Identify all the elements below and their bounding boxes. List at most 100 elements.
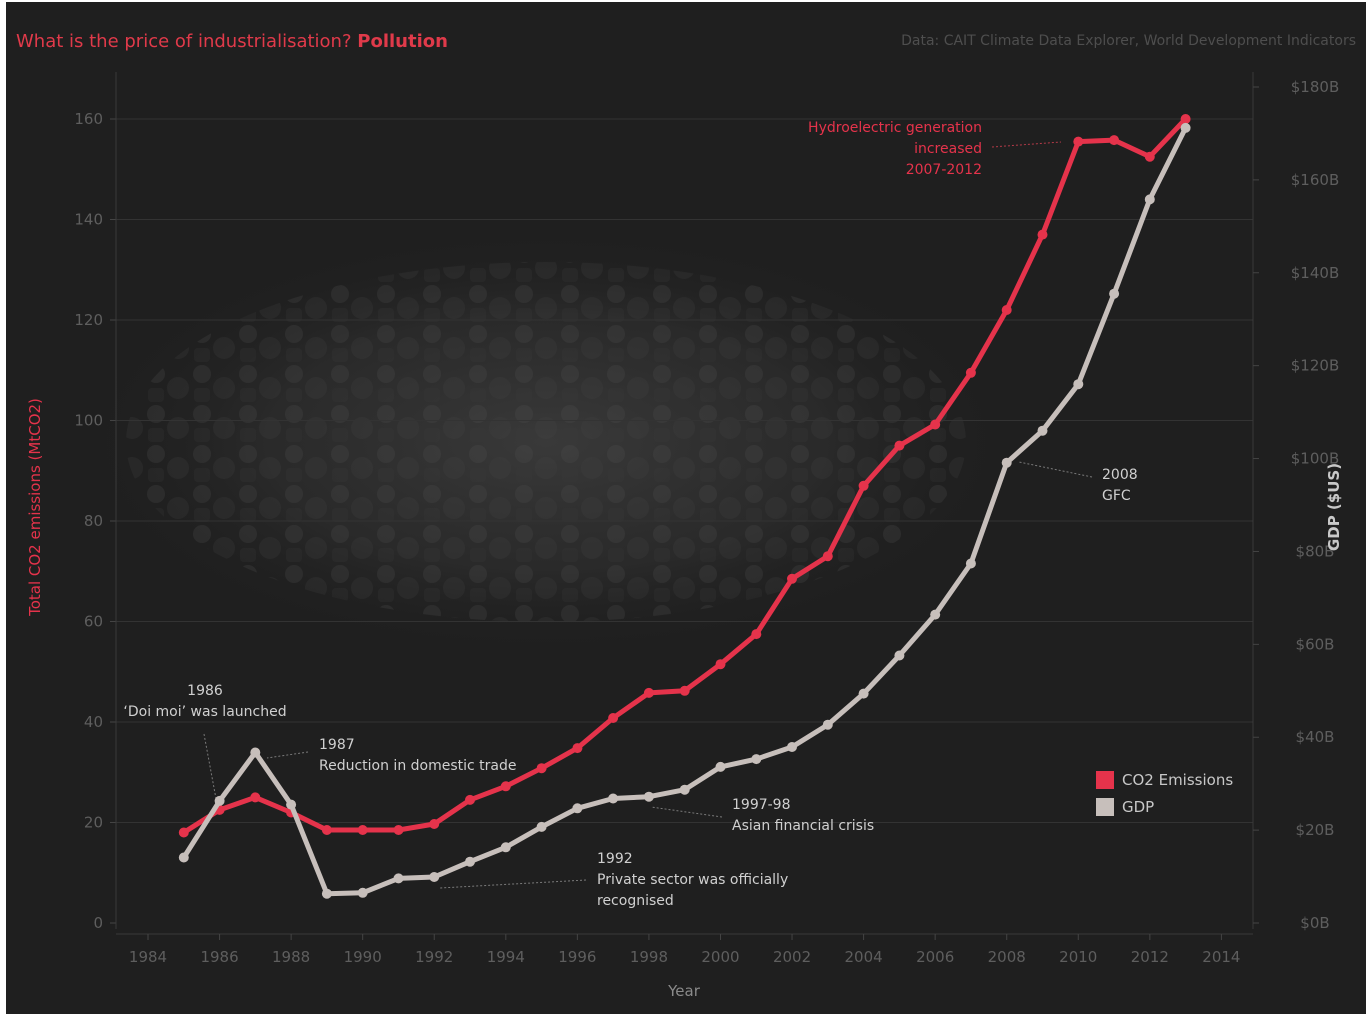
data-point-co2 xyxy=(822,551,833,562)
annotation-text: Hydroelectric generation xyxy=(808,120,982,136)
y-left-tick-label: 40 xyxy=(84,713,103,731)
y-left-tick-label: 60 xyxy=(84,613,103,631)
y-right-tick-label: $120B xyxy=(1291,357,1339,375)
x-tick-label: 1984 xyxy=(129,948,167,966)
annotation-text: 1992 xyxy=(597,851,633,867)
data-point-gdp xyxy=(500,842,511,853)
data-point-gdp xyxy=(536,821,547,832)
data-point-gdp xyxy=(930,609,941,620)
data-point-gdp xyxy=(1109,288,1120,299)
data-point-co2 xyxy=(1144,151,1155,162)
annotation-text: increased xyxy=(914,141,982,157)
y-left-tick-label: 80 xyxy=(84,512,103,530)
data-point-gdp xyxy=(894,650,905,661)
x-tick-label: 1992 xyxy=(415,948,453,966)
y-right-tick-label: $60B xyxy=(1296,635,1335,653)
annotation-text: Private sector was officially xyxy=(597,872,788,888)
legend-item-gdp[interactable]: GDP xyxy=(1096,793,1233,820)
x-tick-label: 1990 xyxy=(344,948,382,966)
data-point-gdp xyxy=(787,742,797,752)
y-left-tick-label: 20 xyxy=(84,814,103,832)
data-point-co2 xyxy=(465,794,475,805)
y-right-axis-label: GDP ($US) xyxy=(1325,463,1343,551)
annotation-text: 1986 xyxy=(187,683,223,699)
y-left-tick-label: 160 xyxy=(74,110,103,128)
data-point-co2 xyxy=(894,440,905,451)
crowd-photo-backdrop xyxy=(76,227,1016,657)
annotation-text: Reduction in domestic trade xyxy=(319,758,517,774)
annotation-text: 1987 xyxy=(319,737,355,753)
data-point-gdp xyxy=(465,856,475,867)
y-right-tick-label: $20B xyxy=(1296,821,1335,839)
data-point-co2 xyxy=(858,480,869,491)
data-point-co2 xyxy=(500,781,511,792)
y-right-tick-label: $80B xyxy=(1296,542,1335,560)
annotation-leader xyxy=(203,733,218,805)
x-tick-label: 1994 xyxy=(487,948,525,966)
x-tick-label: 2000 xyxy=(701,948,739,966)
data-point-gdp xyxy=(643,791,654,802)
data-point-gdp xyxy=(286,799,297,810)
legend-label-gdp: GDP xyxy=(1122,797,1155,816)
data-point-gdp xyxy=(214,795,225,806)
data-point-gdp xyxy=(751,754,762,765)
y-left-tick-label: 140 xyxy=(74,211,103,229)
x-tick-label: 2002 xyxy=(773,948,811,966)
data-point-gdp xyxy=(822,719,833,730)
x-tick-label: 1996 xyxy=(558,948,596,966)
data-point-gdp xyxy=(608,793,619,804)
series xyxy=(178,114,1191,899)
legend-label-co2: CO2 Emissions xyxy=(1122,770,1234,789)
data-point-gdp xyxy=(1144,194,1155,205)
x-tick-label: 2012 xyxy=(1131,948,1169,966)
source-note: Data: CAIT Climate Data Explorer, World … xyxy=(901,33,1356,49)
data-point-gdp xyxy=(1073,379,1084,390)
annotation-text: 2007-2012 xyxy=(906,162,982,178)
data-point-co2 xyxy=(572,743,583,754)
title-main: What is the price of industrialisation? xyxy=(16,31,352,52)
data-point-co2 xyxy=(536,763,547,774)
y-left-tick-label: 0 xyxy=(93,914,103,932)
legend-item-co2[interactable]: CO2 Emissions xyxy=(1096,766,1233,793)
annotation-leader xyxy=(991,141,1062,148)
x-tick-label: 1986 xyxy=(200,948,238,966)
x-tick-label: 2006 xyxy=(916,948,954,966)
gridlines xyxy=(116,118,1253,823)
data-point-gdp xyxy=(1001,457,1012,468)
line-chart: 0 20 40 60 80 100 120 140 160 $0B $20B $40B $60B $80B… xyxy=(26,72,1343,1000)
x-axis-label: Year xyxy=(667,982,701,1000)
y-right-tick-label: $160B xyxy=(1291,171,1339,189)
data-point-co2 xyxy=(357,825,368,835)
y-right-tick-label: $100B xyxy=(1291,450,1339,468)
data-point-co2 xyxy=(608,713,619,723)
annotation-text: Asian financial crisis xyxy=(732,818,874,834)
annotation-leader xyxy=(266,751,309,759)
data-point-co2 xyxy=(1109,135,1120,146)
data-point-gdp xyxy=(321,888,332,899)
x-tick-label: 1988 xyxy=(272,948,310,966)
data-point-gdp xyxy=(178,852,189,863)
annotation-leader xyxy=(650,806,723,818)
data-point-co2 xyxy=(715,659,726,670)
data-point-co2 xyxy=(679,685,690,696)
x-tick-label: 2014 xyxy=(1202,948,1240,966)
data-point-co2 xyxy=(965,367,976,378)
x-tick-label: 2004 xyxy=(845,948,883,966)
data-point-co2 xyxy=(643,687,654,698)
y-left-tick-label: 100 xyxy=(74,412,103,430)
legend: CO2 Emissions GDP xyxy=(1096,766,1233,820)
chart-frame: What is the price of industrialisation? … xyxy=(6,2,1366,1014)
data-point-co2 xyxy=(1001,305,1012,315)
y-right-tick-label: $0B xyxy=(1300,914,1329,932)
data-point-gdp xyxy=(393,873,404,884)
y-right-tick-label: $140B xyxy=(1291,264,1339,282)
data-point-co2 xyxy=(321,825,332,835)
y-right-tick-label: $40B xyxy=(1296,728,1335,746)
y-left-tick-label: 120 xyxy=(74,311,103,329)
data-point-gdp xyxy=(357,887,368,898)
axes: 0 20 40 60 80 100 120 140 160 $0B $20B $40B $60B $80B… xyxy=(26,72,1343,1000)
annotation-leader xyxy=(439,879,587,889)
data-point-co2 xyxy=(250,792,261,803)
data-point-gdp xyxy=(715,761,726,772)
data-point-co2 xyxy=(393,825,404,835)
